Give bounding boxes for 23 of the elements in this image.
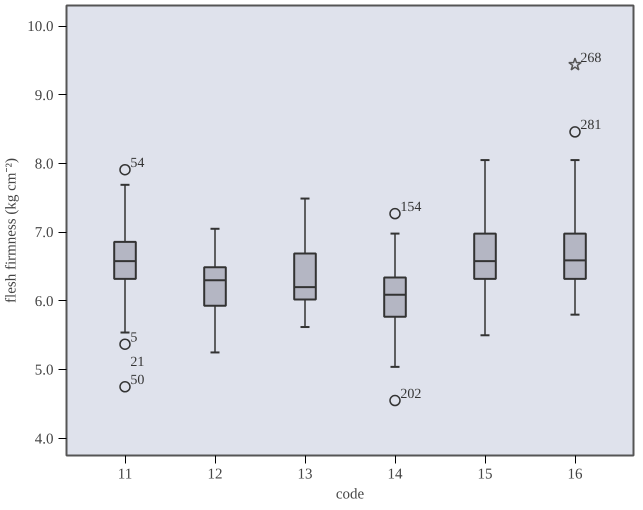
x-axis-title: code — [336, 486, 364, 502]
annotation: 202 — [400, 386, 422, 402]
y-tick-label: 7.0 — [34, 225, 54, 242]
y-tick-label: 5.0 — [34, 362, 54, 379]
y-tick-label: 8.0 — [34, 156, 54, 173]
annotation: 268 — [580, 50, 602, 66]
annotation: 5 — [130, 330, 138, 346]
x-tick-label: 16 — [568, 466, 583, 482]
x-tick-label: 13 — [298, 466, 312, 482]
x-tick-label: 11 — [118, 466, 132, 482]
y-tick-label: 6.0 — [34, 294, 54, 310]
y-axis-title: flesh firmness (kg cm⁻²) — [3, 158, 20, 303]
y-tick-label: 9.0 — [34, 88, 54, 104]
annotation: 21 — [130, 355, 144, 370]
annotation: 281 — [580, 118, 602, 134]
annotation: 50 — [130, 373, 144, 388]
x-tick-label: 14 — [388, 466, 403, 482]
x-tick-label: 12 — [208, 466, 222, 482]
x-tick-label: 15 — [478, 466, 492, 482]
y-tick-label: 4.0 — [34, 431, 54, 448]
annotation: 54 — [130, 156, 144, 171]
annotation: 154 — [400, 200, 422, 215]
y-tick-label: 10.0 — [27, 19, 54, 36]
